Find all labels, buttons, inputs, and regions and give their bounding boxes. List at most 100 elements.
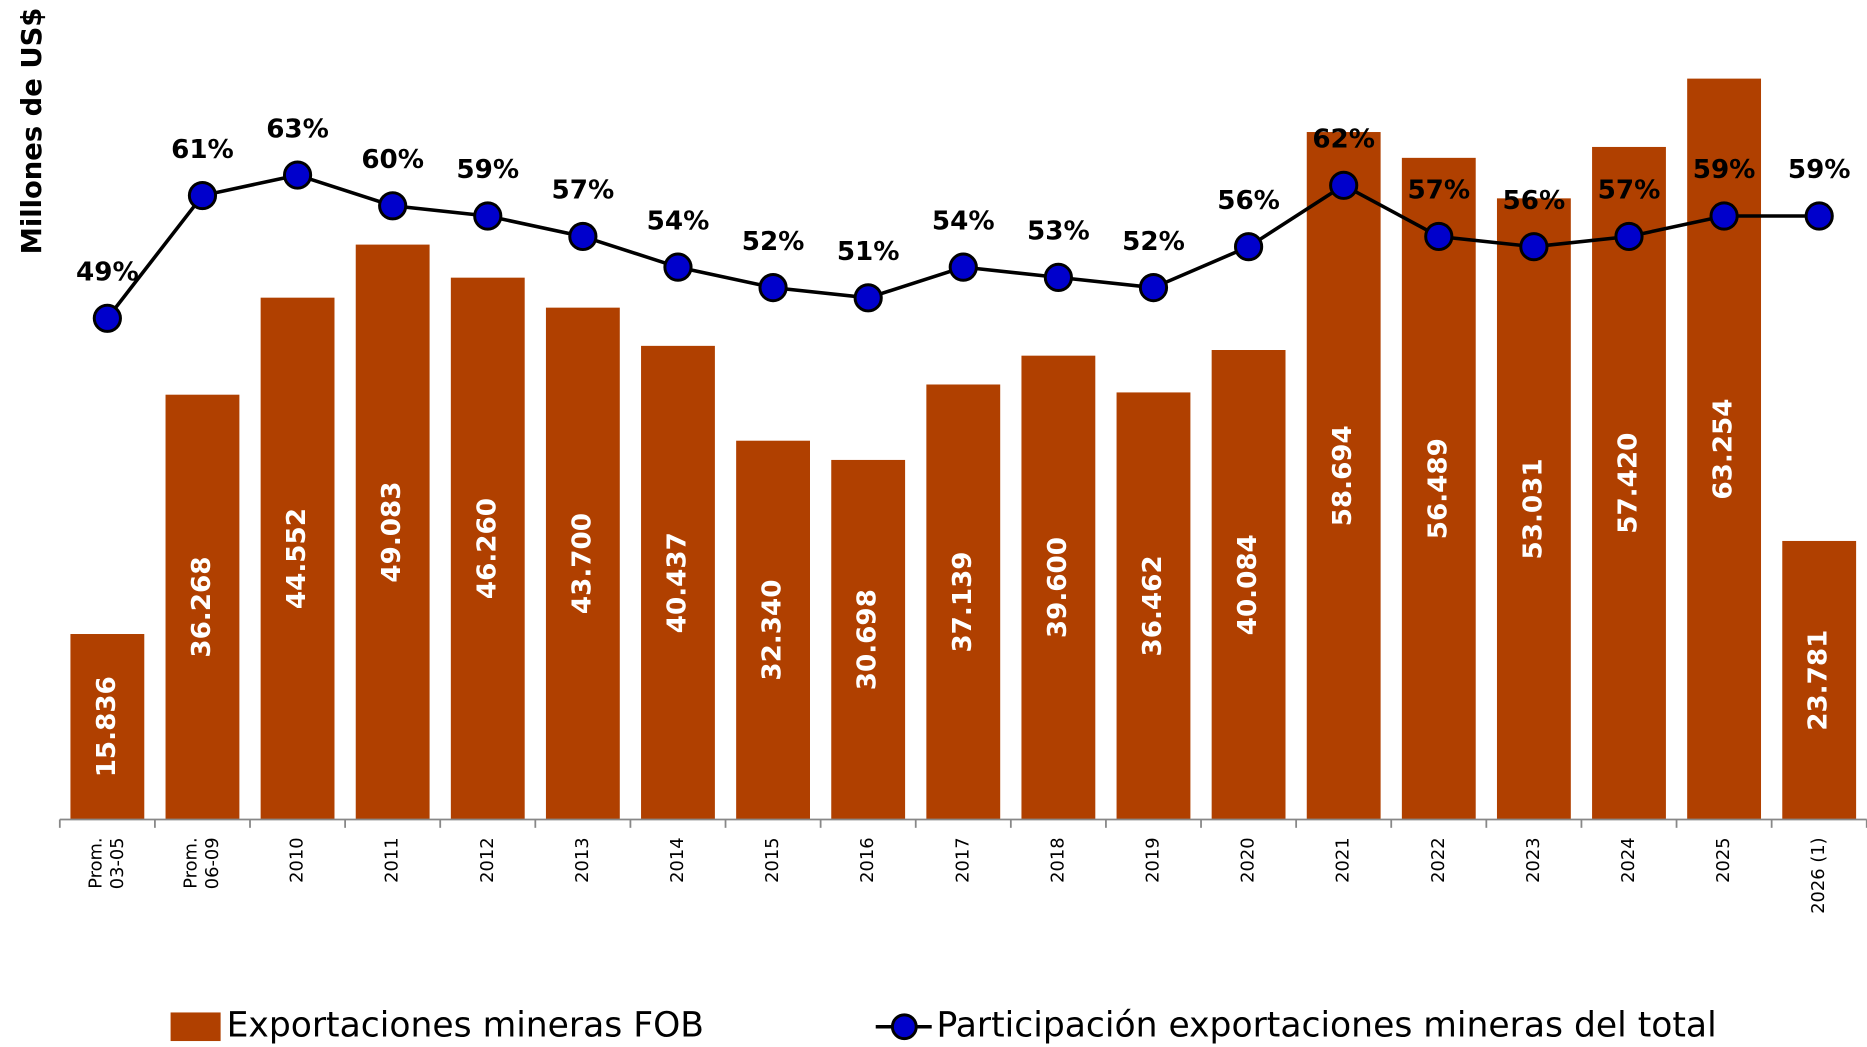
line-point	[758, 273, 788, 303]
bar-value-label: 53.031	[1518, 458, 1548, 559]
bar-value-label: 30.698	[853, 589, 883, 690]
bar-value-label: 36.462	[1138, 555, 1168, 656]
bar	[70, 634, 145, 820]
line-point	[1329, 170, 1359, 200]
bar	[1021, 355, 1096, 820]
x-tick-label: 2018	[1047, 837, 1068, 882]
legend-label: Exportaciones mineras FOB	[227, 1005, 704, 1045]
bar	[1782, 540, 1857, 820]
bar	[450, 277, 525, 820]
x-tick-label: Prom.06-09	[181, 837, 223, 889]
bar-value-label: 32.340	[758, 580, 788, 681]
line-point	[378, 191, 408, 221]
line-value-label: 59%	[1693, 155, 1756, 185]
x-tick-label: 2024	[1618, 837, 1639, 882]
line-point	[568, 221, 598, 252]
legend-label: Participación exportaciones mineras del …	[936, 1005, 1716, 1045]
bar-value-label: 23.781	[1804, 630, 1834, 731]
line-value-label: 52%	[742, 227, 805, 257]
x-tick-label: Prom.03-05	[86, 837, 128, 889]
x-tick-label: 2015	[762, 837, 783, 882]
line-value-label: 57%	[552, 176, 615, 206]
bar	[1496, 198, 1571, 820]
bar-value-label: 56.489	[1423, 438, 1453, 539]
legend-marker	[890, 1013, 918, 1041]
bar-value-label: 63.254	[1709, 399, 1739, 500]
line-point	[1519, 232, 1549, 262]
line-value-label: 59%	[1788, 155, 1851, 185]
line-point	[853, 283, 883, 313]
line-point	[1424, 221, 1454, 252]
x-tick-label: 2022	[1428, 837, 1449, 882]
x-tick-label: 2013	[572, 837, 593, 882]
x-tick-label: 2017	[952, 837, 973, 882]
line-value-label: 54%	[647, 206, 710, 236]
x-tick-label: 2023	[1523, 837, 1544, 882]
bar-value-label: 40.084	[1233, 534, 1263, 635]
line-value-label: 52%	[1122, 227, 1185, 257]
x-tick-label: 2025	[1713, 837, 1734, 882]
bar	[736, 440, 810, 820]
bar-value-label: 58.694	[1328, 425, 1358, 526]
line-value-label: 57%	[1407, 176, 1470, 206]
line-value-label: 56%	[1503, 186, 1566, 216]
line-point	[473, 201, 503, 231]
bar	[1116, 392, 1191, 820]
bar	[355, 244, 430, 820]
bar-value-label: 49.083	[377, 482, 407, 583]
bar	[545, 307, 620, 820]
line-point	[1043, 262, 1073, 292]
x-tick-label: 2010	[287, 837, 308, 882]
bar	[1306, 132, 1381, 820]
bar-value-label: 39.600	[1043, 537, 1073, 638]
bar-value-label: 15.836	[92, 676, 122, 777]
bar-value-label: 40.437	[662, 532, 692, 633]
bar	[926, 384, 1001, 820]
line-point	[1709, 201, 1739, 231]
bar	[165, 394, 240, 820]
legend-swatch	[170, 1012, 221, 1042]
x-tick-label: 2016	[857, 837, 878, 882]
bar-value-label: 44.552	[282, 508, 312, 609]
x-tick-label: 2012	[477, 837, 498, 882]
line-value-label: 54%	[932, 206, 995, 236]
line-value-label: 51%	[837, 237, 900, 267]
bar	[831, 459, 906, 820]
bar-value-label: 46.260	[472, 498, 502, 599]
x-tick-label: 2026 (1)	[1808, 837, 1829, 913]
bar	[641, 345, 715, 820]
line-value-label: 62%	[1312, 125, 1375, 155]
line-value-label: 63%	[266, 114, 329, 144]
line-point	[1804, 201, 1834, 231]
line-value-label: 49%	[76, 258, 139, 288]
x-tick-label: 2014	[667, 837, 688, 882]
line-value-label: 53%	[1027, 217, 1090, 247]
line-point	[1138, 273, 1169, 303]
line-value-label: 59%	[456, 155, 519, 185]
line-point	[282, 160, 313, 190]
line-value-label: 61%	[171, 135, 234, 165]
line-value-label: 56%	[1217, 186, 1280, 216]
line-point	[1233, 232, 1264, 262]
bar	[1592, 146, 1666, 820]
y-axis-title: Millones de US$	[17, 8, 48, 255]
line-value-label: 60%	[361, 145, 424, 175]
line-point	[92, 303, 122, 333]
bar	[1211, 349, 1286, 820]
x-tick-label: 2019	[1142, 837, 1163, 882]
line-point	[948, 252, 978, 282]
bar	[260, 297, 335, 820]
x-tick-label: 2021	[1333, 837, 1354, 882]
bar-value-label: 37.139	[948, 551, 978, 652]
bar-value-label: 36.268	[187, 557, 217, 658]
x-tick-label: 2020	[1238, 837, 1259, 882]
bar-value-label: 57.420	[1613, 433, 1643, 534]
bar-value-label: 43.700	[567, 513, 597, 614]
bar	[1401, 157, 1476, 820]
line-point	[663, 252, 693, 282]
line-point	[1614, 221, 1644, 252]
line-point	[187, 180, 218, 211]
x-tick-label: 2011	[382, 837, 403, 882]
line-value-label: 57%	[1598, 176, 1661, 206]
